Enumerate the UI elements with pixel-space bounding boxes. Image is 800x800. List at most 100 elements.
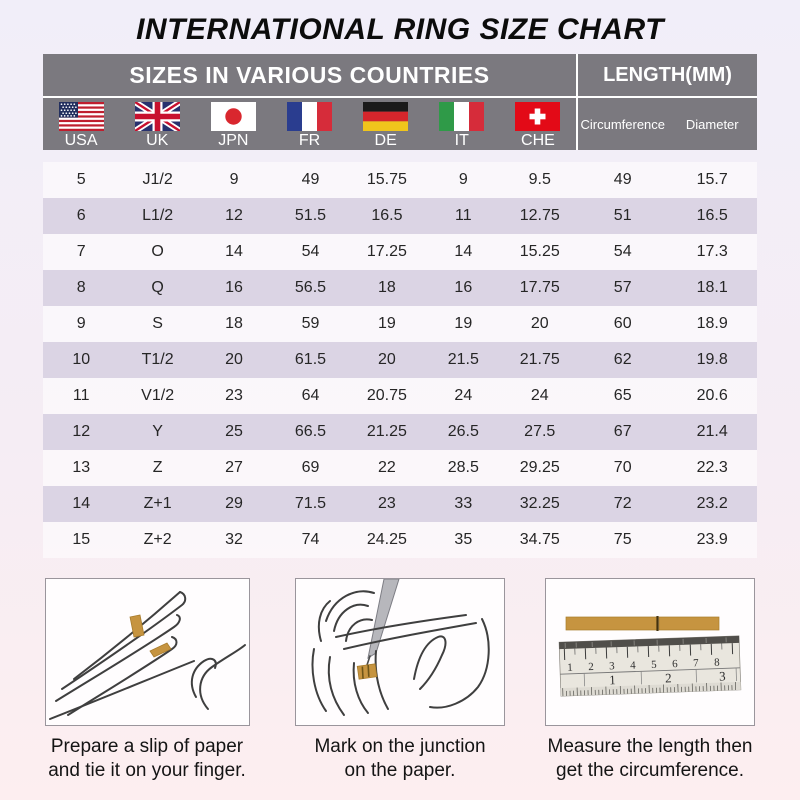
country-code-de: DE bbox=[374, 131, 397, 149]
ruler-number: 7 bbox=[693, 657, 699, 669]
size-cell: 60 bbox=[613, 315, 632, 332]
size-row-14: 14 Z+1 29 71.5 23 33 32.25 72 23.2 bbox=[43, 486, 757, 522]
measured-paper-strip bbox=[565, 616, 720, 631]
ruler-number: 2 bbox=[588, 661, 594, 673]
size-cell: 16 bbox=[454, 279, 473, 296]
size-cell: 20.75 bbox=[366, 387, 407, 404]
column-header-diameter: Diameter bbox=[685, 116, 739, 132]
size-cell: 57 bbox=[613, 279, 632, 296]
size-cell: 18 bbox=[378, 279, 396, 296]
size-cell: 35 bbox=[454, 531, 473, 548]
size-cell: 62 bbox=[613, 351, 632, 368]
instruction-illustration-pen-marking bbox=[295, 578, 505, 726]
size-cell: 75 bbox=[613, 531, 632, 548]
pen-marking-paper-icon bbox=[311, 579, 490, 716]
size-cell: 51.5 bbox=[294, 207, 327, 224]
ruler-number: 5 bbox=[651, 659, 657, 671]
size-cell: 70 bbox=[613, 459, 632, 476]
size-cell: 17.25 bbox=[366, 243, 407, 260]
size-cell: 12 bbox=[225, 207, 243, 224]
country-code-che: CHE bbox=[521, 131, 555, 149]
size-cell: 11 bbox=[455, 207, 472, 224]
size-cell: 29 bbox=[225, 495, 243, 512]
size-cell: O bbox=[151, 243, 164, 260]
country-code-uk: UK bbox=[146, 131, 169, 149]
size-cell: 23.2 bbox=[696, 495, 728, 512]
size-cell: 32.25 bbox=[519, 495, 560, 512]
size-cell: 56.5 bbox=[294, 279, 327, 296]
ruler-number: 3 bbox=[719, 668, 726, 683]
country-column-che: CHE bbox=[500, 98, 576, 150]
germany-flag-icon bbox=[363, 101, 409, 131]
size-cell: 72 bbox=[613, 495, 632, 512]
country-column-fr: FR bbox=[271, 98, 347, 150]
size-row-11: 11 V1/2 23 64 20.75 24 24 65 20.6 bbox=[43, 378, 757, 414]
country-flags: USA UK bbox=[43, 98, 578, 150]
size-cell: Z+2 bbox=[143, 531, 172, 548]
size-cell: 54 bbox=[613, 243, 632, 260]
country-column-uk: UK bbox=[119, 98, 195, 150]
size-cell: 49 bbox=[301, 171, 320, 188]
size-cell: 59 bbox=[301, 315, 320, 332]
france-flag-icon bbox=[286, 101, 332, 131]
size-cell: 24.25 bbox=[366, 531, 407, 548]
ruler-number: 4 bbox=[630, 659, 636, 671]
size-cell: 29.25 bbox=[519, 459, 560, 476]
size-cell: 20 bbox=[378, 351, 396, 368]
size-cell: 9.5 bbox=[528, 171, 551, 188]
size-cell: 16.5 bbox=[696, 207, 728, 224]
size-cell: 16.5 bbox=[371, 207, 403, 224]
size-cell: 20 bbox=[530, 315, 549, 332]
size-cell: 49 bbox=[613, 171, 632, 188]
size-cell: 23 bbox=[225, 387, 243, 404]
size-row-10: 10 T1/2 20 61.5 20 21.5 21.75 62 19.8 bbox=[43, 342, 757, 378]
size-cell: 19 bbox=[378, 315, 396, 332]
size-cell: 69 bbox=[301, 459, 320, 476]
pen-icon bbox=[367, 579, 400, 660]
usa-flag-icon bbox=[58, 101, 104, 131]
ring-size-table: SIZES IN VARIOUS COUNTRIES LENGTH(MM) bbox=[43, 54, 757, 558]
size-cell: 17.3 bbox=[696, 243, 728, 260]
size-cell: 16 bbox=[225, 279, 243, 296]
size-cell: 17.75 bbox=[519, 279, 560, 296]
header-length-mm: LENGTH(MM) bbox=[578, 54, 757, 96]
size-row-9: 9 S 18 59 19 19 20 60 18.9 bbox=[43, 306, 757, 342]
size-cell: 20.6 bbox=[696, 387, 728, 404]
size-cell: 19 bbox=[454, 315, 473, 332]
size-cell: L1/2 bbox=[142, 207, 174, 224]
size-cell: 20 bbox=[225, 351, 243, 368]
size-cell: 15.25 bbox=[519, 243, 560, 260]
size-cell: 18.1 bbox=[696, 279, 728, 296]
instruction-caption-3: Measure the length then get the circumfe… bbox=[530, 735, 770, 783]
size-cell: 14 bbox=[72, 495, 91, 512]
size-row-12: 12 Y 25 66.5 21.25 26.5 27.5 67 21.4 bbox=[43, 414, 757, 450]
ruler-number: 3 bbox=[609, 660, 615, 672]
country-column-jpn: JPN bbox=[195, 98, 271, 150]
instruction-illustration-ruler: 1 2 3 4 5 6 7 8 1 2 3 bbox=[545, 578, 755, 726]
size-row-6: 6 L1/2 12 51.5 16.5 11 12.75 51 16.5 bbox=[43, 198, 757, 234]
ruler-number: 1 bbox=[567, 662, 573, 674]
column-header-circumference: Circumference bbox=[580, 116, 666, 132]
country-column-de: DE bbox=[348, 98, 424, 150]
country-code-usa: USA bbox=[64, 131, 98, 149]
size-cell: 27 bbox=[225, 459, 243, 476]
size-cell: 24 bbox=[530, 387, 549, 404]
ruler-icon: 1 2 3 4 5 6 7 8 1 2 3 bbox=[558, 635, 742, 697]
size-cell: V1/2 bbox=[141, 387, 175, 404]
header-sizes-in-various-countries: SIZES IN VARIOUS COUNTRIES bbox=[43, 54, 578, 96]
caption-line: Prepare a slip of paper bbox=[50, 736, 244, 757]
length-subheaders: Circumference Diameter bbox=[578, 98, 757, 150]
country-column-it: IT bbox=[424, 98, 500, 150]
size-row-7: 7 O 14 54 17.25 14 15.25 54 17.3 bbox=[43, 234, 757, 270]
ring-paper-strip bbox=[356, 663, 378, 680]
size-row-15: 15 Z+2 32 74 24.25 35 34.75 75 23.9 bbox=[43, 522, 757, 558]
caption-line: and tie it on your finger. bbox=[48, 760, 246, 781]
size-cell: T1/2 bbox=[141, 351, 174, 368]
japan-flag-icon bbox=[210, 101, 256, 131]
size-row-8: 8 Q 16 56.5 18 16 17.75 57 18.1 bbox=[43, 270, 757, 306]
size-cell: J1/2 bbox=[142, 171, 173, 188]
size-cell: 8 bbox=[76, 279, 86, 296]
country-flag-row: USA UK bbox=[43, 98, 757, 150]
size-cell: 22 bbox=[378, 459, 396, 476]
ruler-measuring-icon: 1 2 3 4 5 6 7 8 1 2 3 bbox=[558, 616, 742, 697]
